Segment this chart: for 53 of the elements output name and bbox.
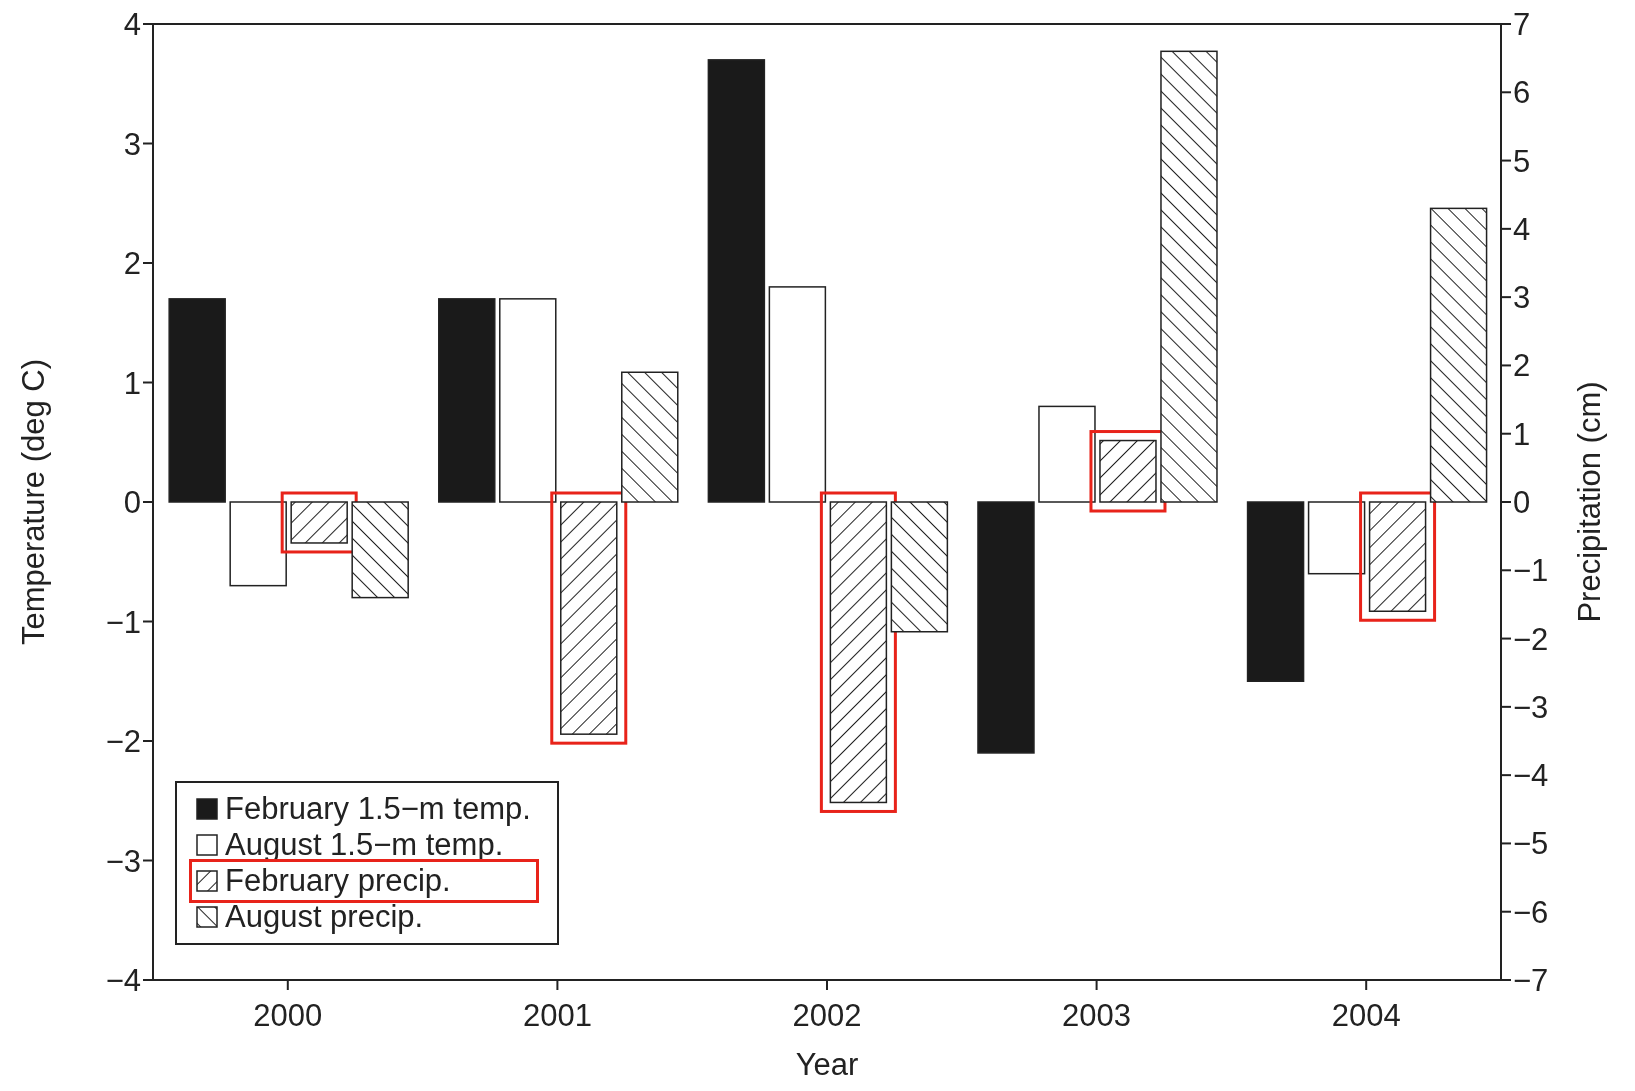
y2-tick-label: 7 (1513, 7, 1531, 43)
y-tick-label: 0 (123, 485, 141, 521)
y-tick-label: 4 (123, 7, 141, 43)
legend-label: February 1.5−m temp. (225, 791, 531, 827)
y2-tick-label: −6 (1513, 894, 1549, 930)
y-tick-label: 3 (123, 126, 141, 162)
x-tick-label: 2004 (1331, 998, 1401, 1034)
x-tick-label: 2003 (1062, 998, 1132, 1034)
x-axis-title: Year (795, 1047, 859, 1082)
legend-label: August precip. (225, 899, 424, 935)
y2-tick-label: 5 (1513, 143, 1531, 179)
bar (707, 59, 766, 503)
y2-tick-label: 3 (1513, 280, 1531, 316)
y-axis-title: Temperature (deg C) (16, 358, 52, 646)
y2-tick-label: −3 (1513, 689, 1549, 725)
bar (290, 501, 348, 544)
y2-tick-label: 6 (1513, 75, 1531, 111)
y-tick-label: 2 (123, 246, 141, 282)
y2-tick-label: 1 (1513, 416, 1531, 452)
bar (229, 501, 287, 587)
bar (560, 501, 618, 735)
bar (621, 371, 679, 503)
legend-label: February precip. (225, 863, 451, 899)
y2-tick-label: 4 (1513, 211, 1531, 247)
y2-tick-label: −5 (1513, 826, 1549, 862)
y-tick-label: −3 (105, 843, 141, 879)
bar (977, 501, 1035, 754)
y-tick-label: −4 (105, 963, 141, 999)
x-tick-label: 2002 (792, 998, 862, 1034)
bar (890, 501, 949, 633)
y2-tick-label: 0 (1513, 485, 1531, 521)
y-tick-label: 1 (123, 365, 141, 401)
legend-label: August 1.5−m temp. (225, 827, 504, 863)
y2-tick-label: −2 (1513, 621, 1549, 657)
bar (438, 298, 496, 503)
bar (168, 298, 226, 503)
x-tick-label: 2000 (253, 998, 323, 1034)
y2-tick-label: −4 (1513, 758, 1549, 794)
y-tick-label: −2 (105, 724, 141, 760)
y2-tick-label: −7 (1513, 963, 1549, 999)
bar (1099, 439, 1157, 503)
bar (1246, 501, 1305, 682)
y-tick-label: −1 (105, 604, 141, 640)
bar (1429, 207, 1488, 503)
bar (1038, 405, 1096, 503)
bar (499, 298, 557, 503)
x-tick-label: 2001 (522, 998, 592, 1034)
bar (768, 286, 827, 503)
bar (351, 501, 409, 599)
y2-tick-label: 2 (1513, 348, 1531, 384)
y2-tick-label: −1 (1513, 553, 1549, 589)
bar (1160, 50, 1218, 503)
y2-axis-title: Precipitation (cm) (1571, 381, 1607, 623)
